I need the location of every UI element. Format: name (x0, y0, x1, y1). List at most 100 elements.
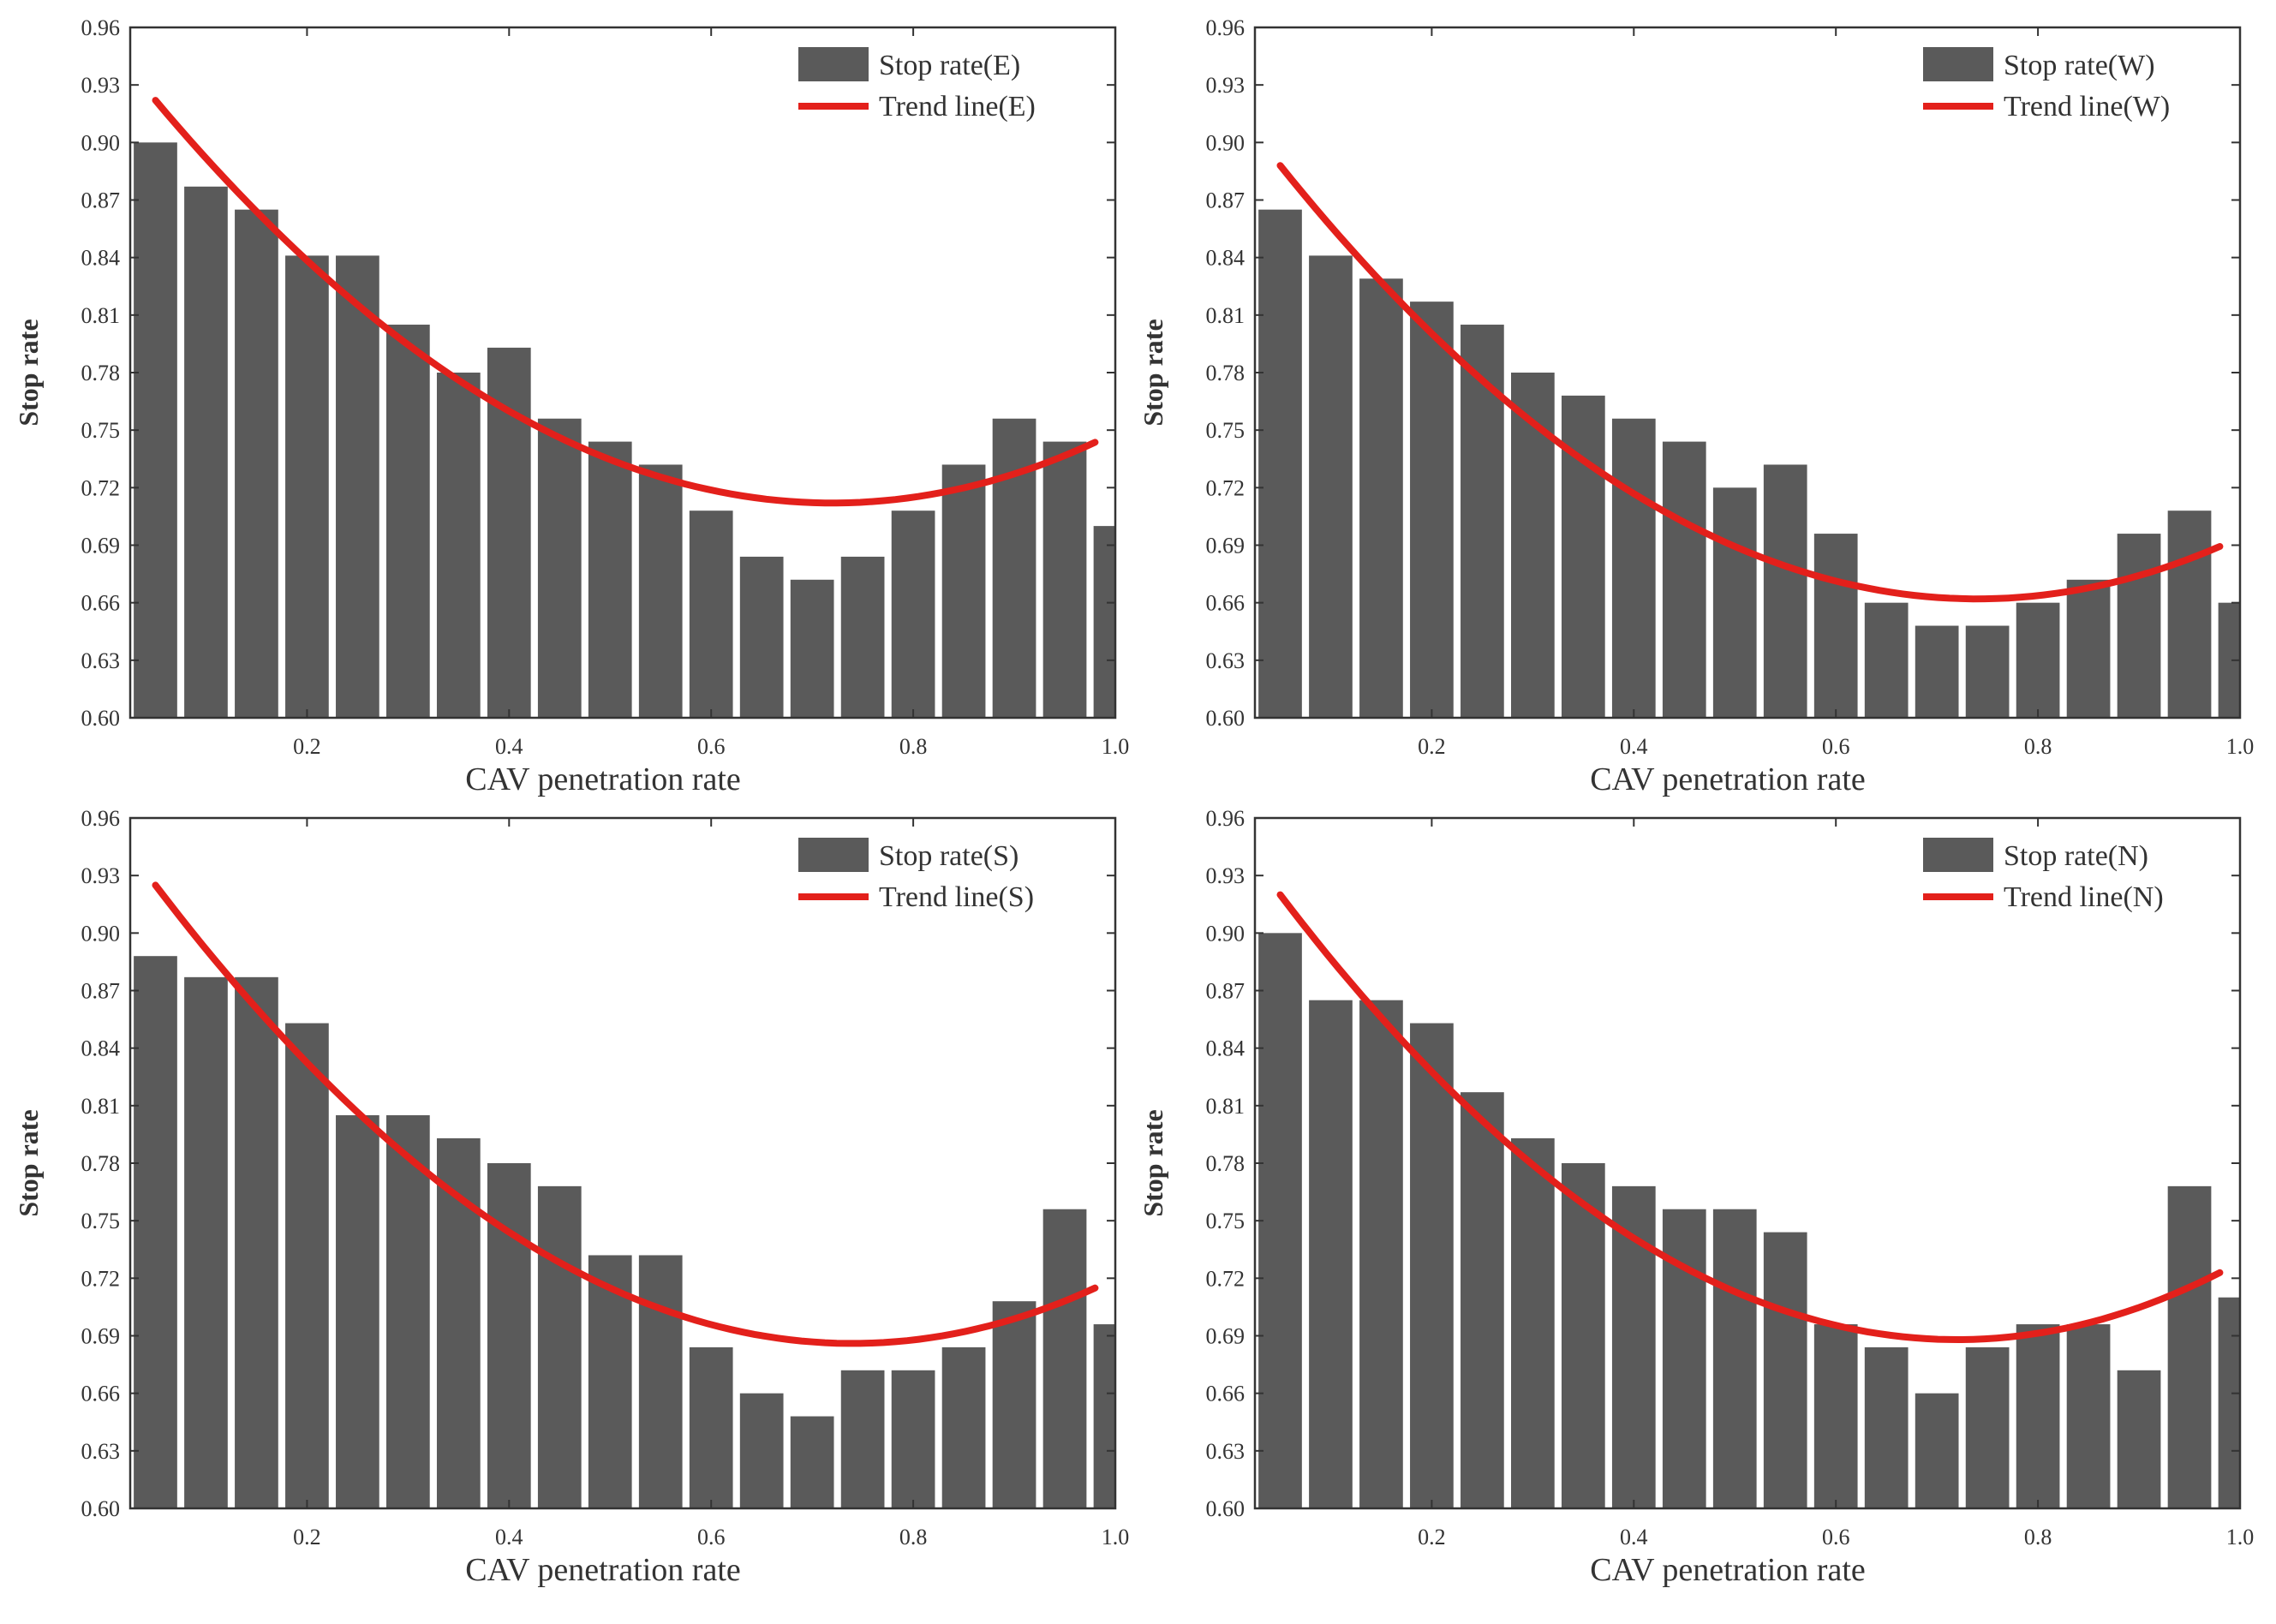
y-tick-label: 0.78 (81, 361, 121, 385)
y-tick-label: 0.87 (81, 188, 121, 213)
bar (739, 556, 784, 718)
y-tick-label: 0.72 (1206, 475, 1246, 500)
bar (1864, 1346, 1909, 1508)
bar (1813, 1324, 1858, 1508)
y-tick-label: 0.69 (1206, 1324, 1246, 1349)
bar (436, 373, 481, 718)
bar (689, 510, 733, 718)
x-tick-label: 0.8 (2024, 734, 2052, 759)
bar (2167, 510, 2212, 718)
y-tick-label: 0.78 (81, 1151, 121, 1176)
legend-label-bar: Stop rate(E) (879, 50, 1020, 81)
bar (1965, 625, 2010, 718)
x-tick-label: 0.2 (293, 1525, 321, 1549)
bar (1359, 278, 1403, 718)
bar (2016, 1324, 2060, 1508)
y-tick-label: 0.84 (81, 1036, 121, 1061)
bar (689, 1346, 733, 1508)
bar (285, 255, 329, 718)
bar (1309, 1000, 1353, 1508)
y-tick-label: 0.66 (1206, 591, 1246, 616)
bar (2167, 1185, 2212, 1508)
bar (1712, 487, 1757, 718)
legend-label-trend: Trend line(W) (2004, 91, 2170, 122)
legend-label-trend: Trend line(N) (2004, 881, 2164, 913)
bar (1611, 418, 1656, 718)
bar (2066, 1324, 2111, 1508)
bar-group (1258, 209, 2240, 718)
y-tick-label: 0.63 (1206, 1439, 1246, 1464)
bar-group (134, 142, 1115, 718)
bar (1915, 625, 1959, 718)
y-tick-label: 0.90 (81, 921, 121, 946)
y-tick-label: 0.75 (81, 418, 121, 443)
x-tick-label: 1.0 (1102, 1525, 1130, 1549)
bar (184, 186, 228, 718)
bar (386, 1115, 430, 1508)
bar (1763, 464, 1807, 718)
x-tick-label: 0.8 (899, 1525, 928, 1549)
y-tick-label: 0.72 (1206, 1266, 1246, 1291)
y-tick-label: 0.96 (81, 806, 121, 831)
x-tick-label: 0.4 (1620, 734, 1648, 759)
bar (134, 956, 177, 1508)
legend-label-bar: Stop rate(W) (2004, 50, 2155, 81)
y-tick-label: 0.75 (1206, 418, 1246, 443)
y-axis-title: Stop rate (13, 319, 44, 426)
legend-label-trend: Trend line(E) (879, 91, 1036, 122)
bar (1511, 1137, 1555, 1508)
y-tick-label: 0.81 (1206, 1094, 1246, 1119)
bar (1042, 441, 1087, 718)
trend-line (152, 97, 1099, 507)
bar (386, 325, 430, 718)
x-tick-label: 1.0 (2226, 734, 2255, 759)
x-tick-label: 0.2 (293, 734, 321, 759)
y-tick-label: 0.60 (81, 1496, 121, 1521)
y-tick-label: 0.87 (1206, 979, 1246, 1004)
x-axis-title: CAV penetration rate (465, 761, 741, 797)
y-tick-label: 0.72 (81, 1266, 121, 1291)
bar (1965, 1346, 2010, 1508)
bar (336, 255, 379, 718)
bar (235, 209, 278, 718)
y-tick-label: 0.96 (81, 15, 121, 40)
legend-bar-swatch (1923, 47, 1993, 81)
bar (1561, 1163, 1605, 1508)
bar (1258, 209, 1302, 718)
y-tick-label: 0.84 (1206, 1036, 1246, 1061)
legend-bar-swatch (798, 47, 869, 81)
bar (487, 1163, 531, 1508)
bar (1763, 1232, 1807, 1508)
x-axis-title: CAV penetration rate (465, 1552, 741, 1588)
x-tick-label: 0.4 (495, 1525, 523, 1549)
y-tick-label: 0.87 (1206, 188, 1246, 213)
y-tick-label: 0.69 (81, 534, 121, 558)
y-axis-title: Stop rate (13, 1109, 44, 1216)
y-tick-label: 0.84 (81, 246, 121, 271)
x-tick-label: 0.8 (2024, 1525, 2052, 1549)
y-tick-label: 0.90 (1206, 130, 1246, 155)
x-tick-label: 1.0 (2226, 1525, 2255, 1549)
bar (638, 1255, 683, 1508)
y-tick-label: 0.90 (81, 130, 121, 155)
bar (1864, 602, 1909, 718)
x-tick-label: 0.6 (697, 734, 726, 759)
bar (2016, 602, 2060, 718)
legend-label-trend: Trend line(S) (879, 881, 1034, 913)
trend-line (1276, 891, 2224, 1344)
y-tick-label: 0.69 (81, 1324, 121, 1349)
y-tick-label: 0.63 (81, 648, 121, 673)
y-tick-label: 0.93 (1206, 863, 1246, 888)
bar (537, 1185, 582, 1508)
bar (891, 1370, 935, 1508)
x-tick-label: 1.0 (1102, 734, 1130, 759)
x-tick-label: 0.8 (899, 734, 928, 759)
chart-panel-4: 0.60 0.63 0.66 0.69 0.72 0.75 0.78 0.81 0.84 0.87… (1138, 806, 2255, 1588)
x-tick-label: 0.2 (1418, 734, 1446, 759)
bar-group (134, 956, 1115, 1508)
y-tick-label: 0.63 (1206, 648, 1246, 673)
legend-label-bar: Stop rate(S) (879, 840, 1019, 872)
bar (840, 556, 885, 718)
legend-label-bar: Stop rate(N) (2004, 840, 2148, 872)
bar (588, 441, 632, 718)
